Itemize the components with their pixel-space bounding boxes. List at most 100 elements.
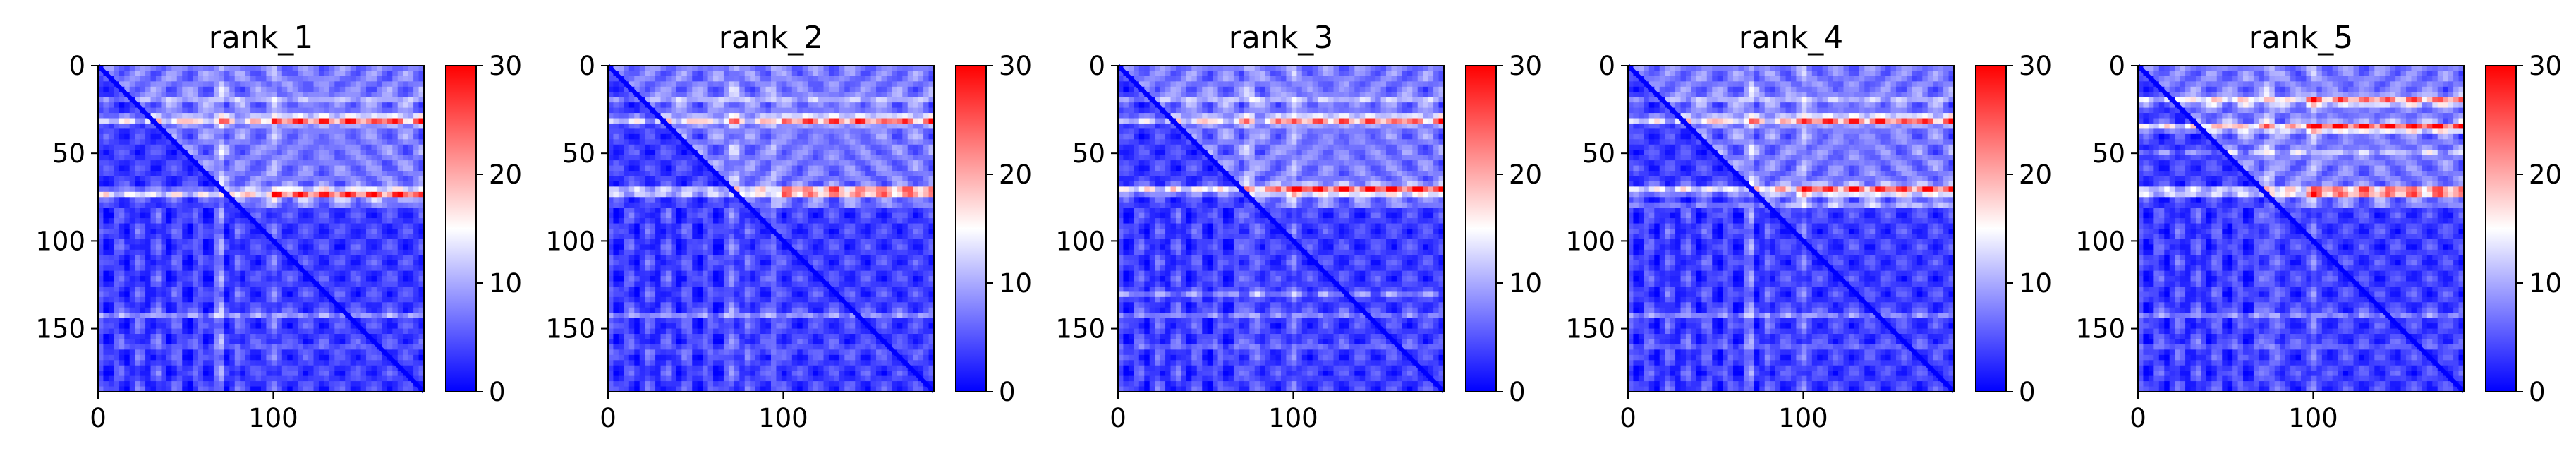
heatmap-cell (360, 365, 367, 371)
heatmap-cell (313, 302, 320, 308)
heatmap-cell (103, 66, 109, 72)
heatmap-cell (98, 291, 104, 298)
heatmap-cell (108, 270, 114, 277)
heatmap-cell (240, 239, 246, 245)
heatmap-cell (193, 371, 199, 377)
heatmap-cell (360, 323, 367, 330)
heatmap-cell (318, 291, 325, 298)
heatmap-cell (182, 291, 188, 298)
heatmap-cell (366, 176, 372, 182)
heatmap-cell (292, 139, 298, 145)
heatmap-cell (298, 107, 304, 114)
heatmap-cell (219, 371, 225, 377)
heatmap-cell (392, 107, 399, 114)
heatmap-cell (334, 360, 341, 366)
heatmap-cell (692, 123, 698, 130)
heatmap-cell (671, 133, 677, 140)
heatmap-cell (892, 155, 898, 161)
heatmap-cell (318, 386, 325, 392)
heatmap-cell (360, 291, 367, 298)
heatmap-cell (797, 139, 803, 145)
heatmap-cell (397, 229, 403, 235)
heatmap-cell (277, 223, 283, 229)
heatmap-cell (129, 239, 135, 245)
heatmap-cell (387, 328, 393, 335)
heatmap-cell (907, 97, 913, 103)
heatmap-cell (145, 249, 152, 255)
heatmap-cell (902, 118, 909, 124)
heatmap-cell (129, 139, 135, 145)
heatmap-cell (650, 133, 656, 140)
heatmap-cell (418, 286, 425, 293)
heatmap-cell (329, 150, 335, 156)
heatmap-cell (150, 133, 157, 140)
heatmap-cell (655, 71, 662, 77)
heatmap-cell (350, 191, 356, 198)
heatmap-cell (155, 76, 162, 82)
heatmap-cell (187, 208, 193, 214)
heatmap-cell (182, 66, 188, 72)
heatmap-cell (298, 375, 304, 382)
heatmap-cell (366, 244, 372, 251)
heatmap-cell (255, 334, 262, 340)
heatmap-cell (145, 339, 152, 345)
heatmap-cell (277, 328, 283, 335)
heatmap-cell (371, 328, 377, 335)
heatmap-cell (135, 286, 141, 293)
heatmap-cell (818, 118, 825, 124)
heatmap-cell (776, 123, 782, 130)
heatmap-cell (823, 128, 830, 135)
heatmap-cell (813, 133, 819, 140)
heatmap-cell (171, 197, 178, 203)
heatmap-cell (334, 113, 341, 119)
heatmap-cell (261, 212, 267, 219)
heatmap-cell (224, 339, 230, 345)
heatmap-cell (240, 371, 246, 377)
heatmap-cell (403, 339, 409, 345)
heatmap-cell (786, 76, 793, 82)
heatmap-cell (271, 328, 277, 335)
heatmap-cell (224, 249, 230, 255)
heatmap-cell (114, 123, 120, 130)
heatmap-cell (403, 234, 409, 240)
heatmap-cell (813, 86, 819, 92)
heatmap-cell (261, 281, 267, 287)
heatmap-cell (360, 150, 367, 156)
heatmap-cell (292, 165, 298, 172)
heatmap-cell (203, 197, 209, 203)
heatmap-cell (240, 107, 246, 114)
heatmap-cell (98, 354, 104, 361)
heatmap-cell (356, 150, 362, 156)
heatmap-cell (308, 302, 315, 308)
heatmap-cell (245, 354, 251, 361)
heatmap-cell (140, 381, 146, 387)
heatmap-cell (345, 255, 351, 261)
heatmap-cell (334, 176, 341, 182)
heatmap-cell (392, 234, 399, 240)
heatmap-cell (387, 265, 393, 272)
heatmap-cell (418, 296, 425, 303)
heatmap-cell (255, 66, 262, 72)
heatmap-cell (114, 165, 120, 172)
heatmap-cell (360, 286, 367, 293)
heatmap-cell (387, 375, 393, 382)
heatmap-cell (360, 239, 367, 245)
heatmap-cell (140, 344, 146, 350)
heatmap-cell (897, 76, 903, 82)
heatmap-cell (135, 244, 141, 251)
heatmap-cell (208, 197, 214, 203)
heatmap-cell (360, 107, 367, 114)
heatmap-cell (744, 92, 751, 98)
heatmap-cell (408, 165, 414, 172)
heatmap-cell (155, 365, 162, 371)
heatmap-cell (791, 128, 798, 135)
heatmap-cell (250, 249, 257, 255)
heatmap-cell (229, 354, 236, 361)
heatmap-cell (108, 144, 114, 150)
heatmap-cell (734, 86, 740, 92)
heatmap-cell (135, 360, 141, 366)
heatmap-cell (182, 239, 188, 245)
heatmap-cell (902, 66, 909, 72)
heatmap-cell (324, 202, 330, 208)
heatmap-cell (408, 76, 414, 82)
